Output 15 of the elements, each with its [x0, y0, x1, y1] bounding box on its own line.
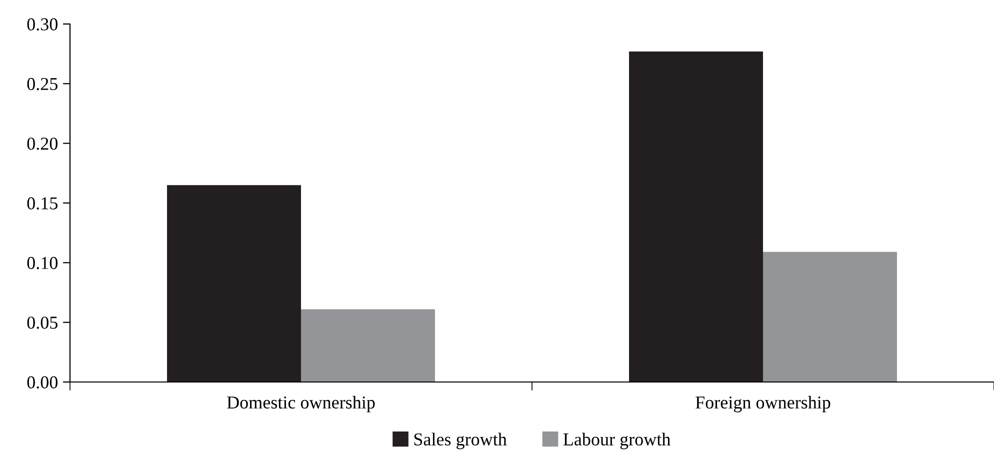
bar [629, 51, 763, 382]
y-tick-label: 0.10 [27, 256, 58, 270]
y-tick-label: 0.05 [27, 316, 58, 329]
y-tick-label: 0.00 [27, 376, 58, 389]
y-tick-label: 0.20 [27, 138, 58, 150]
legend-label: Labour growth [563, 432, 670, 450]
bar [763, 252, 897, 382]
bar [167, 185, 301, 382]
x-tick-label: Domestic ownership [227, 396, 375, 412]
legend-label: Sales growth [414, 432, 507, 450]
y-tick-label: 0.25 [27, 78, 58, 90]
y-tick-label: 0.15 [27, 197, 58, 210]
bar [301, 309, 435, 382]
y-tick-label: 0.30 [27, 18, 58, 31]
x-tick-label: Foreign ownership [696, 396, 830, 412]
